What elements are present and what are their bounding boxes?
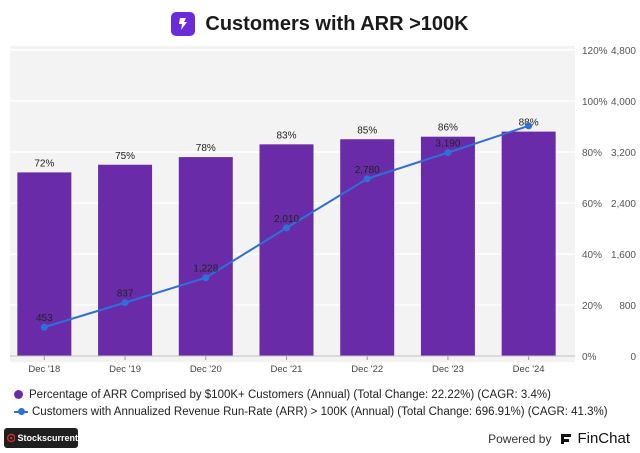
legend-bars-label: Percentage of ARR Comprised by $100K+ Cu…	[29, 388, 551, 401]
bars-group: 72%75%78%83%85%86%88%	[17, 118, 556, 356]
y-left-tick-label: 120%	[582, 46, 608, 57]
x-tick-label: Dec '24	[513, 364, 545, 375]
bar-value-label: 86%	[438, 123, 458, 134]
chart-title: Customers with ARR >100K	[205, 12, 469, 35]
line-value-label: 2,010	[274, 214, 299, 225]
legend-line-swatch	[14, 407, 28, 416]
y-right-tick-label: 800	[619, 301, 636, 312]
y-left-tick-label: 40%	[582, 250, 602, 261]
company-logo-icon	[171, 12, 196, 36]
line-value-label: 1,228	[193, 264, 218, 275]
line-point	[202, 274, 210, 282]
line-point	[40, 323, 48, 331]
y-right-tick-label: 0	[630, 352, 636, 363]
stockscurrent-badge[interactable]: Stockscurrent	[4, 428, 78, 448]
line-value-label: 453	[36, 313, 53, 324]
y-left-tick-label: 100%	[582, 97, 608, 108]
legend-item-bars[interactable]: Percentage of ARR Comprised by $100K+ Cu…	[14, 386, 634, 403]
line-value-label: 2,780	[355, 165, 380, 176]
x-tick-label: Dec '19	[109, 364, 141, 375]
line-series-group: 453 837 1,228 2,010 2,780 3,190	[36, 122, 533, 331]
legend-item-line[interactable]: Customers with Annualized Revenue Run-Ra…	[14, 403, 634, 420]
x-tick-label: Dec '21	[271, 364, 303, 375]
axes-group: 0% 0 20% 800 40% 1,600 60% 2,400 80% 3,200 100% 4,0…	[10, 46, 636, 375]
line-point	[283, 224, 290, 232]
y-right-tick-label: 3,200	[611, 148, 636, 159]
bar	[259, 144, 314, 356]
finchat-logo-icon	[561, 433, 572, 444]
bar	[501, 131, 556, 356]
y-right-tick-label: 2,400	[611, 199, 636, 210]
bar-value-label: 85%	[357, 125, 377, 136]
bar	[420, 136, 475, 356]
line-value-label: 3,190	[435, 139, 460, 150]
y-right-tick-label: 1,600	[611, 250, 636, 261]
line-point	[525, 122, 533, 130]
bar	[178, 157, 233, 356]
stockscurrent-label: Stockscurrent	[17, 433, 78, 443]
y-left-tick-label: 80%	[582, 148, 602, 159]
y-left-tick-label: 0%	[582, 352, 597, 363]
stockscurrent-logo-icon	[7, 433, 16, 443]
bar-value-label: 83%	[276, 130, 296, 141]
line-point	[444, 149, 452, 157]
legend-bar-swatch	[14, 390, 23, 399]
x-tick-label: Dec '20	[190, 364, 222, 375]
bar	[98, 164, 153, 356]
y-left-tick-label: 20%	[582, 301, 602, 312]
legend: Percentage of ARR Comprised by $100K+ Cu…	[14, 386, 634, 420]
bar-value-label: 75%	[115, 151, 135, 162]
bar-value-label: 78%	[196, 143, 216, 154]
powered-by-label: Powered by	[488, 431, 552, 446]
legend-line-label: Customers with Annualized Revenue Run-Ra…	[32, 405, 608, 418]
x-tick-label: Dec '22	[351, 364, 383, 375]
line-point	[363, 175, 371, 183]
y-right-tick-label: 4,000	[611, 97, 636, 108]
chart-svg: 72%75%78%83%85%86%88% 4538371,2282,0102,…	[10, 46, 636, 375]
y-right-tick-label: 4,800	[611, 46, 636, 57]
y-left-tick-label: 60%	[582, 199, 602, 210]
line-point	[121, 299, 129, 307]
x-tick-label: Dec '23	[432, 364, 464, 375]
bar-value-label: 72%	[34, 158, 54, 169]
x-tick-label: Dec '18	[28, 364, 60, 375]
powered-by[interactable]: Powered by FinChat	[488, 430, 630, 447]
finchat-label: FinChat	[577, 430, 630, 447]
line-value-label: 837	[117, 289, 134, 300]
chart-header: Customers with ARR >100K	[0, 8, 640, 40]
